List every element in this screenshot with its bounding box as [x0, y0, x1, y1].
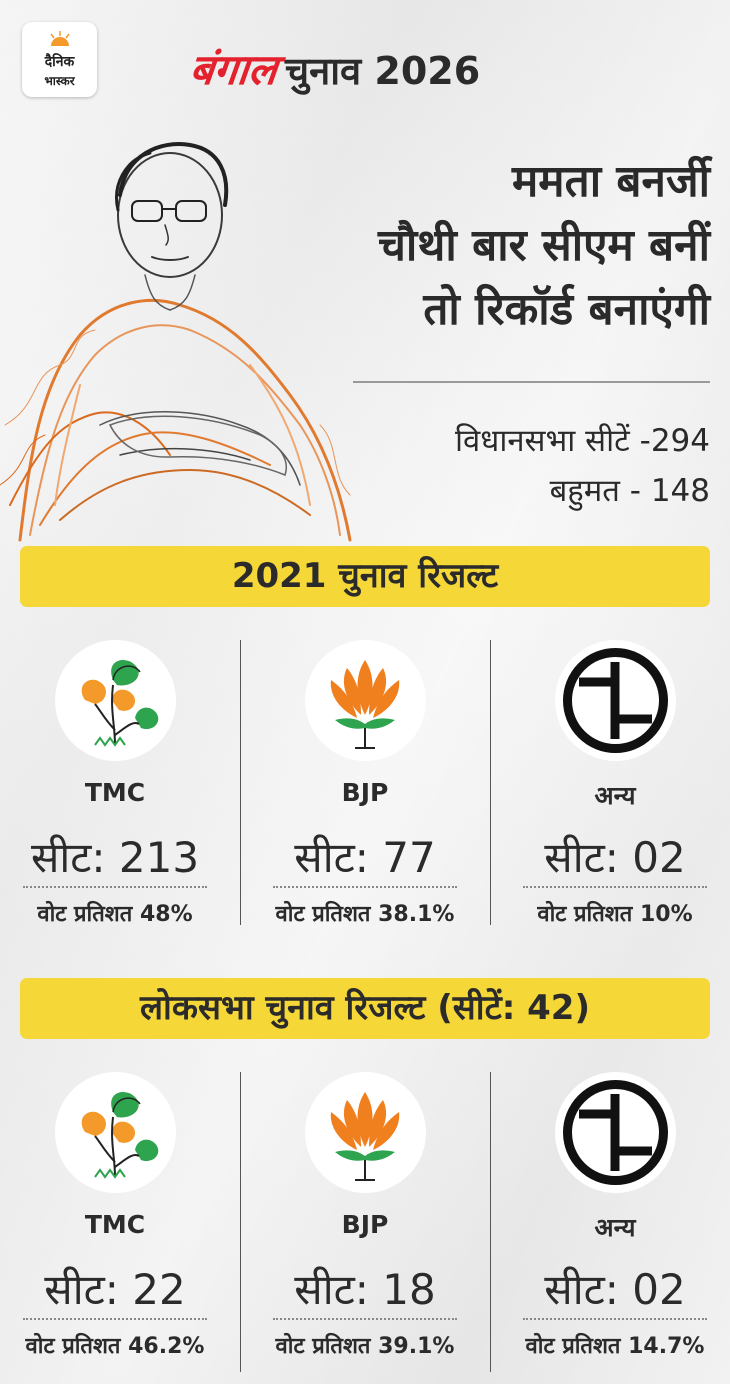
vote-share: वोट प्रतिशत 48%	[37, 902, 193, 927]
vote-share: वोट प्रतिशत 46.2%	[25, 1334, 205, 1359]
dotted-divider	[273, 886, 457, 888]
logo-line-1: दैनिक	[44, 54, 75, 70]
majority-mark: बहुमत - 148	[549, 473, 710, 509]
mamata-banerjee-portrait	[0, 142, 352, 542]
headline-line-2: चौथी बार सीएम बनीं	[377, 220, 710, 271]
column-divider	[490, 640, 491, 925]
dainik-bhaskar-logo: दैनिक भास्कर	[22, 22, 97, 97]
dotted-divider	[523, 886, 707, 888]
vote-share: वोट प्रतिशत 10%	[537, 902, 693, 927]
header-state: बंगाल	[187, 45, 280, 94]
dotted-divider	[273, 1318, 457, 1320]
party-name: BJP	[341, 1210, 389, 1239]
column-divider	[240, 640, 241, 925]
tmc-flower-icon	[55, 640, 176, 761]
dotted-divider	[523, 1318, 707, 1320]
party-name: BJP	[341, 778, 389, 807]
bjp-lotus-icon	[305, 1072, 426, 1193]
party-name: अन्य	[594, 1213, 636, 1242]
assembly-facts: विधानसभा सीटें -294 बहुमत - 148	[455, 416, 710, 516]
others-symbol-icon	[555, 640, 676, 761]
page-header: बंगाल चुनाव 2026	[187, 40, 481, 110]
tmc-flower-icon	[55, 1072, 176, 1193]
logo-line-2: भास्कर	[44, 74, 75, 88]
seat-count: सीट: 18	[294, 1265, 436, 1314]
results-2021: TMC सीट: 213 वोट प्रतिशत 48% BJP सीट: 77…	[0, 640, 730, 930]
section-loksabha-banner: लोकसभा चुनाव रिजल्ट (सीटें: 42)	[20, 978, 710, 1039]
sun-icon	[50, 31, 70, 46]
seat-count: सीट: 22	[44, 1265, 186, 1314]
divider	[353, 381, 710, 383]
bjp-lotus-icon	[305, 640, 426, 761]
vote-share: वोट प्रतिशत 38.1%	[275, 902, 455, 927]
headline-line-1: ममता बनर्जी	[511, 156, 710, 207]
header-title: चुनाव 2026	[284, 49, 481, 93]
party-name: TMC	[84, 778, 146, 807]
seat-count: सीट: 02	[544, 1265, 686, 1314]
party-name: TMC	[84, 1210, 146, 1239]
seat-count: सीट: 02	[544, 833, 686, 882]
column-divider	[490, 1072, 491, 1372]
assembly-seats: विधानसभा सीटें -294	[454, 423, 710, 459]
dotted-divider	[23, 886, 207, 888]
headline-line-3: तो रिकॉर्ड बनाएंगी	[423, 284, 710, 335]
results-loksabha: TMC सीट: 22 वोट प्रतिशत 46.2% BJP सीट: 1…	[0, 1072, 730, 1372]
vote-share: वोट प्रतिशत 39.1%	[275, 1334, 455, 1359]
seat-count: सीट: 213	[30, 833, 200, 882]
dotted-divider	[23, 1318, 207, 1320]
seat-count: सीट: 77	[294, 833, 436, 882]
section-2021-banner: 2021 चुनाव रिजल्ट	[20, 546, 710, 607]
column-divider	[240, 1072, 241, 1372]
party-name: अन्य	[594, 781, 636, 810]
vote-share: वोट प्रतिशत 14.7%	[525, 1334, 705, 1359]
others-symbol-icon	[555, 1072, 676, 1193]
headline: ममता बनर्जी चौथी बार सीएम बनीं तो रिकॉर्…	[330, 150, 710, 342]
